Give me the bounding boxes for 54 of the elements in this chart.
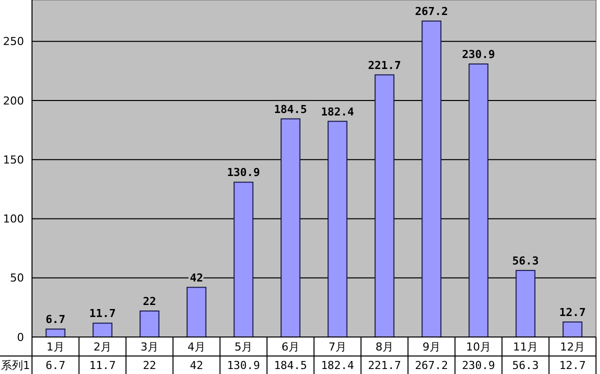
x-tick-label: 11月 — [513, 340, 538, 354]
x-tick-label: 10月 — [466, 340, 491, 354]
text: 42 — [190, 358, 204, 372]
bar — [516, 270, 536, 338]
data-label: 221.7 — [368, 58, 402, 72]
text: 267.2 — [414, 358, 448, 372]
data-label: 230.9 — [462, 48, 496, 61]
bar — [92, 322, 112, 338]
text: 230.9 — [462, 358, 496, 372]
bar — [280, 118, 300, 338]
bar — [468, 63, 488, 338]
y-tick-label: 250 — [3, 35, 24, 48]
bar — [422, 20, 442, 338]
text: 182.4 — [320, 358, 354, 372]
x-tick-label: 3月 — [140, 340, 158, 354]
x-tick-label: 4月 — [188, 340, 206, 354]
y-tick-label: 200 — [3, 94, 24, 108]
y-tick-label: 0 — [17, 330, 24, 344]
y-tick-label: 100 — [3, 212, 24, 226]
text: 56.3 — [512, 358, 539, 372]
bar — [328, 120, 348, 338]
data-label: 56.3 — [512, 254, 539, 268]
x-tick-label: 8月 — [376, 340, 394, 354]
x-tick-label: 5月 — [234, 340, 252, 354]
data-label: 130.9 — [226, 166, 260, 180]
text: 11.7 — [89, 358, 116, 372]
data-label: 184.5 — [274, 102, 308, 116]
x-tick-label: 2月 — [94, 340, 112, 354]
data-label: 22 — [142, 294, 156, 308]
bar — [374, 74, 394, 338]
data-label: 182.4 — [320, 105, 354, 118]
bar — [562, 321, 582, 338]
text: 130.9 — [226, 358, 260, 372]
y-tick-label: 50 — [10, 272, 24, 285]
data-label: 6.7 — [46, 313, 66, 326]
text: 22 — [142, 358, 156, 372]
x-tick-label: 12月 — [560, 340, 585, 354]
bar — [140, 310, 160, 338]
text: 系列1 — [1, 358, 30, 372]
bar — [46, 328, 66, 338]
x-tick-label: 9月 — [422, 340, 440, 354]
bar — [234, 182, 254, 338]
data-label: 11.7 — [89, 307, 116, 320]
bar — [186, 286, 206, 338]
text: 221.7 — [368, 358, 402, 372]
y-tick-label: 150 — [3, 153, 24, 166]
x-tick-label: 1月 — [46, 340, 64, 354]
text: 12.7 — [559, 358, 586, 372]
data-label: 267.2 — [414, 5, 448, 18]
x-tick-label: 7月 — [328, 340, 346, 354]
x-tick-label: 6月 — [282, 340, 300, 354]
text: 184.5 — [274, 358, 308, 372]
data-label: 12.7 — [559, 306, 586, 319]
text: 6.7 — [46, 358, 66, 372]
